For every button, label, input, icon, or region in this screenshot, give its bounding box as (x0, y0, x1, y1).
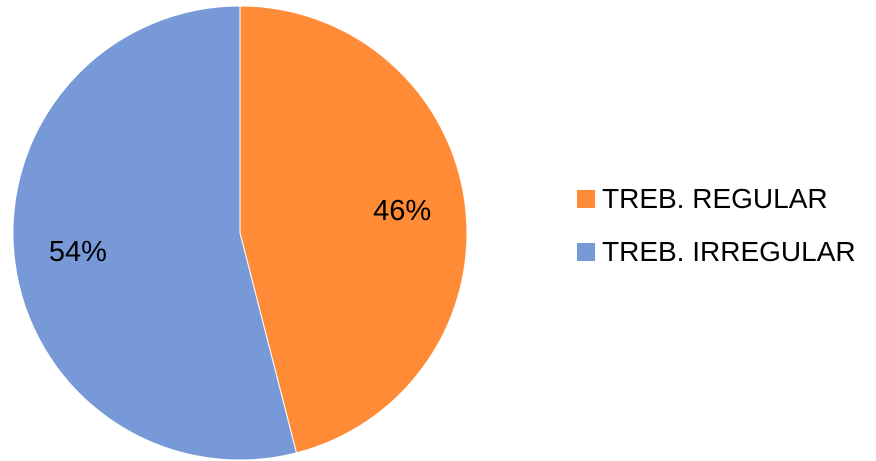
pie-slice-1 (12, 5, 298, 461)
pie-data-label-0: 46% (373, 195, 431, 227)
pie-slices (12, 5, 468, 461)
legend-item-regular: TREB. REGULAR (577, 185, 856, 213)
pie-data-labels: 46% 54% (49, 195, 431, 268)
legend-label-irregular: TREB. IRREGULAR (602, 236, 856, 267)
pie-slice-0 (239, 5, 468, 454)
legend-swatch-irregular (577, 243, 595, 261)
pie-data-label-1: 54% (49, 236, 107, 268)
legend-label-regular: TREB. REGULAR (602, 183, 828, 214)
legend-item-irregular: TREB. IRREGULAR (577, 238, 856, 266)
legend: TREB. REGULAR TREB. IRREGULAR (577, 185, 856, 291)
legend-swatch-regular (577, 190, 595, 208)
